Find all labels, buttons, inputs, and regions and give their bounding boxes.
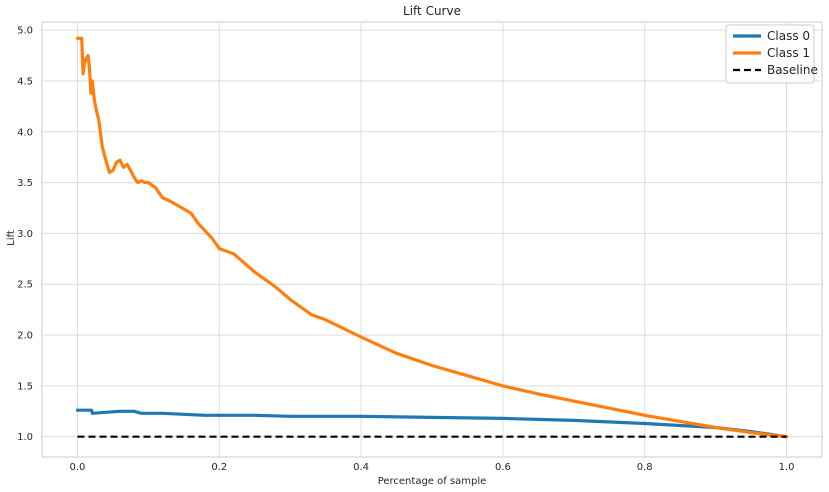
grid-lines <box>42 22 822 457</box>
y-tick-label: 2.5 <box>17 280 33 291</box>
tick-labels: 0.0 0.2 0.4 0.6 0.8 1.0 1.0 1.5 2.0 2.5 3.0 3.5 4.0 4… <box>17 26 794 473</box>
y-tick-label: 4.5 <box>17 76 33 87</box>
y-tick-label: 1.5 <box>17 381 33 392</box>
y-tick-label: 2.0 <box>17 331 33 342</box>
x-tick-label: 0.0 <box>70 462 86 473</box>
series-line-class-0 <box>75 408 789 439</box>
y-tick-label: 3.5 <box>17 178 33 189</box>
legend: Class 0 Class 1 Baseline <box>725 24 818 84</box>
series-lines <box>75 36 789 439</box>
x-tick-label: 1.0 <box>779 462 795 473</box>
chart-title: Lift Curve <box>403 4 461 18</box>
x-tick-label: 0.8 <box>637 462 653 473</box>
y-tick-label: 4.0 <box>17 127 33 138</box>
series-line-class-1 <box>75 36 789 439</box>
y-tick-label: 3.0 <box>17 229 33 240</box>
x-tick-label: 0.4 <box>353 462 369 473</box>
x-tick-label: 0.2 <box>211 462 227 473</box>
x-tick-label: 0.6 <box>495 462 511 473</box>
x-axis-label: Percentage of sample <box>378 476 487 487</box>
legend-label: Class 1 <box>767 46 810 60</box>
legend-box <box>725 24 815 84</box>
legend-label: Class 0 <box>767 29 810 43</box>
y-tick-label: 5.0 <box>17 26 33 37</box>
y-axis-label: Lift <box>6 230 17 246</box>
legend-label: Baseline <box>767 63 818 77</box>
y-tick-label: 1.0 <box>17 432 33 443</box>
plot-area <box>41 21 823 458</box>
